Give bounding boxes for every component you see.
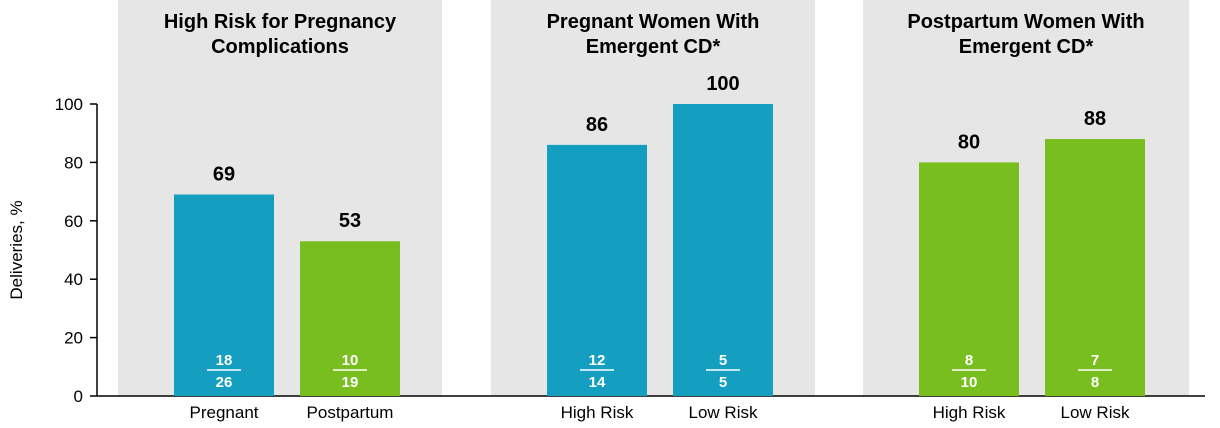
fraction-denominator: 10	[961, 374, 978, 391]
panel-title: High Risk for Pregnancy	[164, 11, 397, 33]
panel-title: Postpartum Women With	[907, 11, 1144, 33]
bar	[174, 194, 274, 396]
x-category-label: Postpartum	[307, 403, 394, 422]
panel-title: Emergent CD*	[959, 36, 1094, 58]
bar	[673, 104, 773, 396]
y-axis: Deliveries, % 0 20 40 60 80 100	[7, 95, 1205, 406]
bar	[547, 144, 647, 396]
x-category-label: Pregnant	[190, 403, 259, 422]
panel-title: Emergent CD*	[586, 36, 721, 58]
panel-title: Pregnant Women With	[547, 11, 760, 33]
bar-value-label: 80	[958, 131, 980, 153]
fraction-numerator: 10	[342, 352, 359, 369]
y-tick-label: 40	[64, 270, 83, 289]
y-tick-label: 80	[64, 153, 83, 172]
fraction-denominator: 8	[1091, 374, 1099, 391]
fraction-numerator: 12	[589, 352, 606, 369]
bar-value-label: 53	[339, 210, 361, 232]
fraction-numerator: 7	[1091, 352, 1099, 369]
fraction-denominator: 26	[216, 374, 233, 391]
bar-value-label: 88	[1084, 108, 1106, 130]
fraction-denominator: 14	[589, 374, 606, 391]
y-tick-label: 60	[64, 212, 83, 231]
bar	[1045, 139, 1145, 397]
panel-title: Complications	[211, 36, 349, 58]
fraction-numerator: 5	[719, 352, 727, 369]
bar	[300, 241, 400, 396]
bar-marks: 69 18 26 Pregnant 53 10 19 Postpartum 86 12 14 High…	[174, 73, 1145, 422]
bar-value-label: 86	[586, 114, 608, 136]
bar-value-label: 69	[213, 164, 235, 186]
y-tick-label: 0	[74, 387, 83, 406]
x-category-label: High Risk	[933, 403, 1006, 422]
y-tick-label: 20	[64, 329, 83, 348]
y-axis-label: Deliveries, %	[7, 200, 26, 299]
y-tick-label: 100	[55, 95, 83, 114]
x-category-label: Low Risk	[689, 403, 758, 422]
fraction-denominator: 19	[342, 374, 359, 391]
x-category-label: High Risk	[561, 403, 634, 422]
bar-value-label: 100	[706, 73, 739, 95]
fraction-numerator: 18	[216, 352, 233, 369]
panel-backgrounds: High Risk for Pregnancy Complications Preg…	[118, 0, 1189, 396]
fraction-numerator: 8	[965, 352, 973, 369]
bar	[919, 162, 1019, 396]
fraction-denominator: 5	[719, 374, 727, 391]
x-category-label: Low Risk	[1061, 403, 1130, 422]
